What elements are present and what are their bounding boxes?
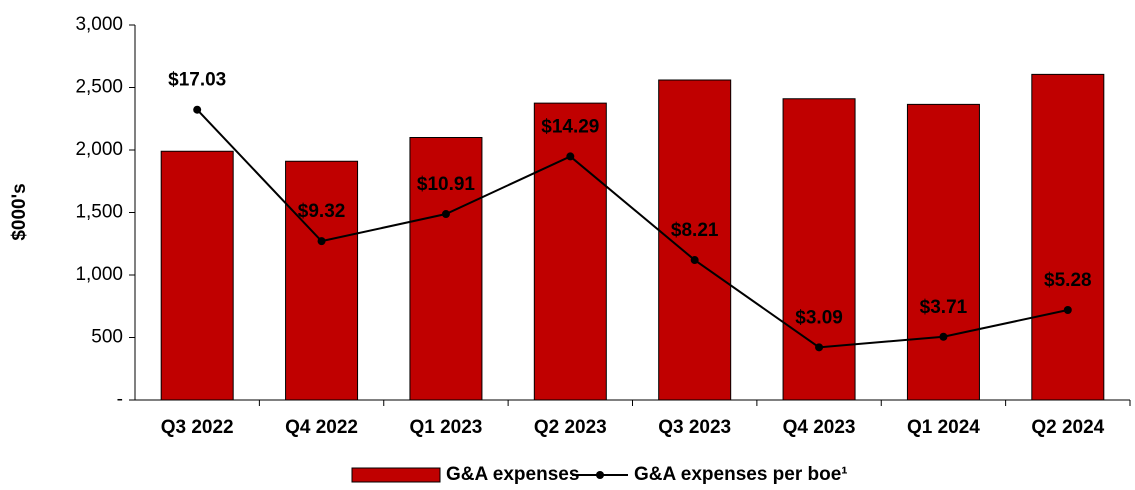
line-point	[815, 343, 824, 352]
x-tick-label: Q2 2024	[1031, 417, 1104, 438]
y-axis-label: $000's	[9, 183, 30, 240]
line-point	[193, 105, 202, 114]
legend-label: G&A expenses	[446, 464, 579, 485]
line-point	[939, 332, 948, 341]
x-tick-label: Q4 2023	[783, 417, 856, 438]
legend-swatch-point	[596, 471, 604, 479]
data-label: $10.91	[417, 174, 476, 195]
line-point	[441, 210, 450, 219]
line-point	[317, 237, 326, 246]
data-label: $3.09	[795, 307, 843, 328]
y-tick-label: 2,500	[75, 77, 123, 98]
data-label: $5.28	[1044, 270, 1092, 291]
y-tick-label: 2,000	[75, 139, 123, 160]
x-tick-label: Q3 2022	[161, 417, 234, 438]
data-label: $9.32	[298, 201, 346, 222]
y-tick-label: 1,500	[75, 202, 123, 223]
bar	[409, 137, 483, 401]
bar	[533, 102, 607, 401]
y-tick-label: -	[117, 389, 123, 410]
x-tick-label: Q2 2023	[534, 417, 607, 438]
bar	[160, 150, 234, 401]
legend-swatch	[351, 467, 441, 483]
y-tick-label: 3,000	[75, 14, 123, 35]
x-tick-label: Q3 2023	[658, 417, 731, 438]
line-point	[566, 152, 575, 161]
data-label: $17.03	[168, 70, 226, 91]
x-tick-label: Q1 2024	[907, 417, 980, 438]
data-label: $3.71	[920, 297, 968, 318]
bar	[285, 160, 359, 401]
line-point	[690, 256, 699, 265]
bar	[906, 103, 980, 401]
data-label: $8.21	[671, 220, 719, 241]
data-label: $14.29	[541, 116, 599, 137]
legend-label: G&A expenses per boe¹	[634, 464, 848, 485]
line	[196, 109, 1069, 349]
line-point	[1063, 306, 1072, 314]
bar	[782, 98, 856, 401]
y-tick-label: 1,000	[75, 264, 123, 285]
x-tick-label: Q4 2022	[285, 417, 358, 438]
bar	[1031, 73, 1105, 401]
x-tick-label: Q1 2023	[409, 417, 482, 438]
y-tick-label: 500	[91, 327, 123, 348]
